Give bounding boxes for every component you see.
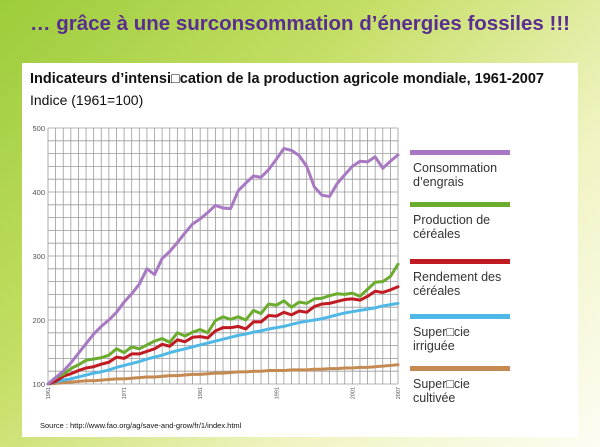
legend-swatch (410, 366, 510, 371)
legend-label: Consommation d’engrais (413, 161, 498, 189)
x-tick-label: 2001 (350, 387, 356, 399)
line-chart: 100 200 300 400 500 1961 1971 1981 1991 2001 2007 (32, 124, 402, 399)
legend-label: Super□cie cultivée (413, 377, 470, 405)
series-line-consommation (46, 146, 400, 386)
chart-title: Indicateurs d’intensi□cation de la produ… (30, 71, 544, 87)
slide-title: … grâce à une surconsommation d’énergies… (30, 12, 570, 35)
series-line-rendement-des (46, 285, 400, 386)
y-tick-label: 400 (32, 188, 45, 197)
x-tick-label: 1991 (274, 387, 280, 399)
y-tick-label: 100 (32, 380, 45, 389)
x-tick-label: 2007 (396, 387, 402, 399)
y-tick-label: 500 (32, 124, 45, 133)
legend-swatch (410, 202, 510, 207)
legend-label: Production de céréales (413, 213, 491, 241)
chart-subtitle: Indice (1961=100) (30, 92, 144, 108)
y-tick-label: 200 (32, 316, 45, 325)
x-tick-label: 1971 (122, 387, 128, 399)
chart-source: Source : http://www.fao.org/ag/save-and-… (40, 421, 242, 430)
series-line-super-cie (46, 301, 400, 386)
legend-swatch (410, 259, 510, 264)
x-tick-label: 1981 (198, 387, 204, 399)
chart-panel: Indicateurs d’intensi□cation de la produ… (22, 63, 578, 437)
legend-label: Rendement des céréales (413, 270, 502, 298)
series-line-super-cie (46, 363, 400, 386)
series-line-production-de (46, 262, 400, 386)
legend-label: Super□cie irriguée (413, 325, 470, 353)
legend-swatch (410, 314, 510, 319)
x-tick-label: 1961 (46, 387, 52, 399)
y-tick-label: 300 (32, 252, 45, 261)
legend-swatch (410, 150, 510, 155)
